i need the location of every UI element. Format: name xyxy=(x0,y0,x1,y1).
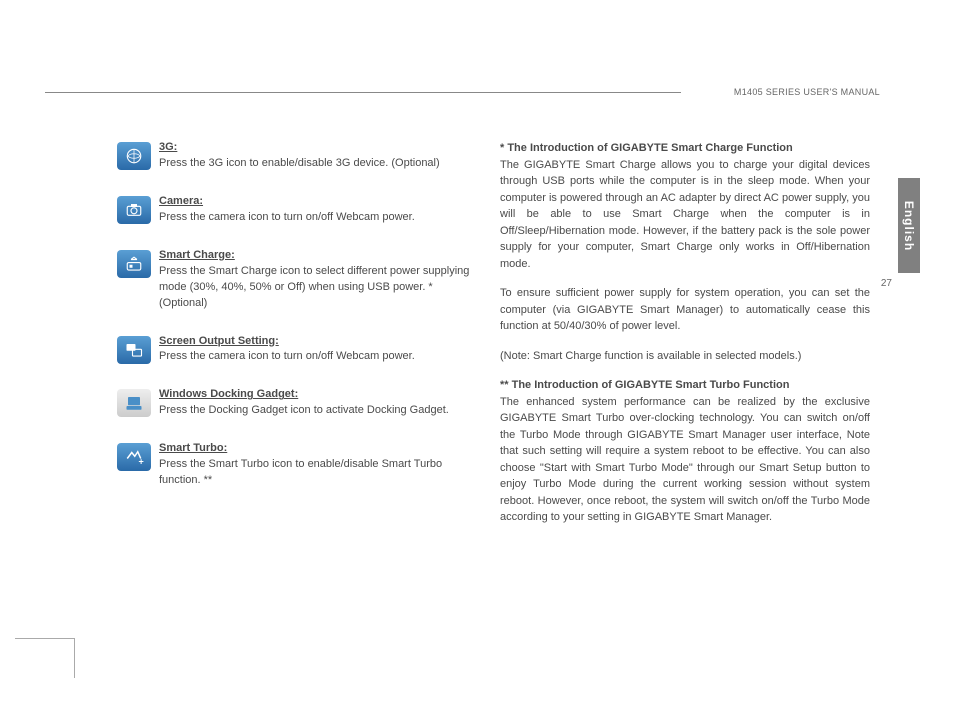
feature-text: Screen Output Setting: Press the camera … xyxy=(159,334,415,366)
feature-text: 3G: Press the 3G icon to enable/disable … xyxy=(159,140,440,172)
language-tab-label: English xyxy=(902,200,916,250)
feature-desc: Press the Smart Turbo icon to enable/dis… xyxy=(159,458,442,486)
section-heading: ** The Introduction of GIGABYTE Smart Tu… xyxy=(500,377,870,526)
feature-desc: Press the Docking Gadget icon to activat… xyxy=(159,404,449,416)
page-number: 27 xyxy=(881,278,892,289)
section-heading: * The Introduction of GIGABYTE Smart Cha… xyxy=(500,140,870,272)
language-tab: English xyxy=(898,178,920,273)
3g-icon xyxy=(117,142,151,170)
feature-desc: Press the camera icon to turn on/off Web… xyxy=(159,350,415,362)
manual-page: M1405 SERIES USER'S MANUAL English 27 3G… xyxy=(45,30,920,670)
feature-text: Smart Turbo: Press the Smart Turbo icon … xyxy=(159,441,472,489)
feature-text: Windows Docking Gadget: Press the Dockin… xyxy=(159,387,449,419)
docking-icon xyxy=(117,389,151,417)
feature-title: Smart Turbo: xyxy=(159,442,227,454)
svg-text:+: + xyxy=(139,457,144,467)
screen-output-icon xyxy=(117,336,151,364)
header-rule xyxy=(45,92,681,93)
feature-item: Windows Docking Gadget: Press the Dockin… xyxy=(117,387,472,419)
smart-turbo-icon: + xyxy=(117,443,151,471)
feature-title: Smart Charge: xyxy=(159,249,235,261)
feature-text: Camera: Press the camera icon to turn on… xyxy=(159,194,415,226)
header-title: M1405 SERIES USER'S MANUAL xyxy=(734,87,880,97)
feature-desc: Press the camera icon to turn on/off Web… xyxy=(159,211,415,223)
crop-mark xyxy=(15,638,75,678)
smart-charge-icon xyxy=(117,250,151,278)
feature-title: Camera: xyxy=(159,195,203,207)
right-column: * The Introduction of GIGABYTE Smart Cha… xyxy=(500,140,870,539)
feature-list: 3G: Press the 3G icon to enable/disable … xyxy=(117,140,472,511)
feature-desc: Press the 3G icon to enable/disable 3G d… xyxy=(159,157,440,169)
feature-item: Camera: Press the camera icon to turn on… xyxy=(117,194,472,226)
feature-text: Smart Charge: Press the Smart Charge ico… xyxy=(159,248,472,312)
feature-title: 3G: xyxy=(159,141,177,153)
feature-item: Screen Output Setting: Press the camera … xyxy=(117,334,472,366)
feature-item: Smart Charge: Press the Smart Charge ico… xyxy=(117,248,472,312)
note-paragraph: (Note: Smart Charge function is availabl… xyxy=(500,348,870,365)
feature-item: 3G: Press the 3G icon to enable/disable … xyxy=(117,140,472,172)
feature-title: Screen Output Setting: xyxy=(159,335,279,347)
camera-icon xyxy=(117,196,151,224)
feature-title: Windows Docking Gadget: xyxy=(159,388,298,400)
feature-item: + Smart Turbo: Press the Smart Turbo ico… xyxy=(117,441,472,489)
body-paragraph: To ensure sufficient power supply for sy… xyxy=(500,285,870,335)
feature-desc: Press the Smart Charge icon to select di… xyxy=(159,265,469,309)
